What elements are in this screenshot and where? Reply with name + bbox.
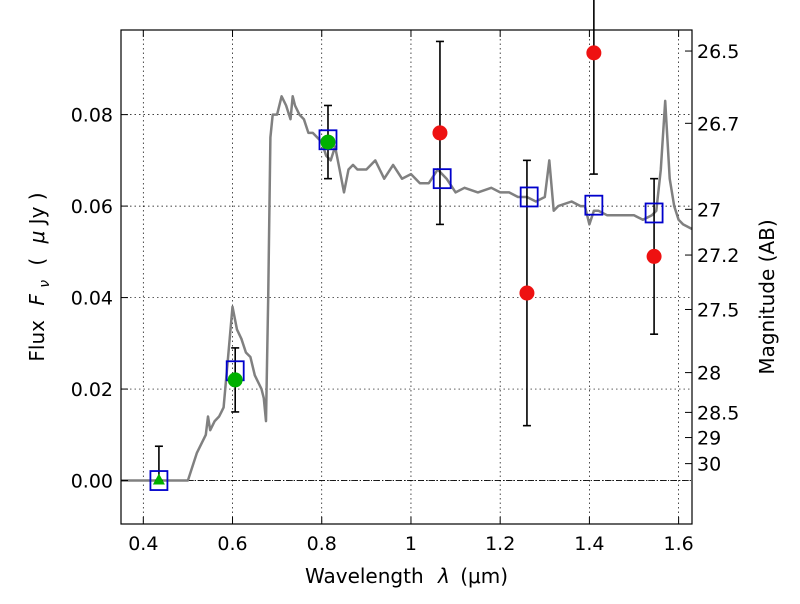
model-photometry-square bbox=[432, 168, 452, 190]
low-sn-point bbox=[646, 248, 662, 264]
y-axis-label-unit-close: Jy ) bbox=[25, 192, 49, 226]
x-tick-label: 1.2 bbox=[485, 533, 515, 555]
grid bbox=[121, 30, 692, 524]
x-axis-label-unit: (μm) bbox=[460, 564, 508, 588]
plot-frame bbox=[120, 29, 693, 525]
y-axis-label-symbol: F bbox=[25, 294, 49, 306]
x-tick-label: 1 bbox=[405, 533, 417, 555]
y-tick-label: 0.04 bbox=[71, 288, 113, 310]
right-tick-label: 27.2 bbox=[697, 245, 739, 267]
y-tick-label: 0.02 bbox=[71, 379, 113, 401]
detection-point bbox=[320, 134, 336, 150]
model-photometry-square bbox=[644, 202, 664, 224]
detection-point bbox=[227, 372, 243, 388]
x-axis-label-symbol: λ bbox=[437, 564, 450, 588]
low-sn-point bbox=[519, 285, 535, 301]
low-sn-point bbox=[432, 125, 448, 141]
upper-limit-triangle bbox=[152, 473, 165, 485]
y-axis-label-text: Flux bbox=[25, 320, 49, 362]
y-tick-label: 0.06 bbox=[71, 196, 113, 218]
model-spectrum-line bbox=[121, 95, 693, 482]
y-axis-label: Flux F ν ( μ Jy ) bbox=[25, 192, 54, 361]
model-photometry-square bbox=[149, 470, 169, 491]
axis-ticks: 0.4 0.6 0.8 1 1.2 1.4 1.6 0.00 0.02 0.04 0.06 0.08 2… bbox=[71, 30, 739, 555]
x-axis-label-text: Wavelength bbox=[305, 564, 424, 588]
x-axis-label: Wavelength λ (μm) bbox=[305, 564, 508, 588]
data-marks bbox=[149, 0, 664, 491]
right-tick-label: 30 bbox=[697, 454, 721, 476]
right-tick-label: 29 bbox=[697, 428, 721, 450]
low-sn-point bbox=[586, 45, 602, 61]
right-tick-label: 26.5 bbox=[697, 41, 739, 63]
right-tick-label: 28.5 bbox=[697, 402, 739, 424]
y-tick-label: 0.00 bbox=[71, 471, 113, 493]
model-photometry-square bbox=[519, 186, 539, 208]
x-tick-label: 0.8 bbox=[307, 533, 337, 555]
right-tick-label: 28 bbox=[697, 363, 721, 385]
x-tick-label: 1.4 bbox=[574, 533, 604, 555]
right-tick-label: 27 bbox=[697, 199, 721, 221]
y-axis-label-subscript: ν bbox=[37, 280, 53, 288]
x-tick-label: 0.4 bbox=[128, 533, 158, 555]
right-tick-label: 26.7 bbox=[697, 113, 739, 135]
right-axis-label: Magnitude (AB) bbox=[755, 219, 779, 374]
y-axis-label-unit-mu: μ bbox=[25, 231, 49, 245]
x-tick-label: 1.6 bbox=[664, 533, 694, 555]
right-tick-label: 27.5 bbox=[697, 299, 739, 321]
x-tick-label: 0.6 bbox=[217, 533, 247, 555]
model-photometry-square bbox=[584, 194, 604, 216]
y-tick-label: 0.08 bbox=[71, 105, 113, 127]
y-axis-label-unit-open: ( bbox=[25, 258, 49, 266]
